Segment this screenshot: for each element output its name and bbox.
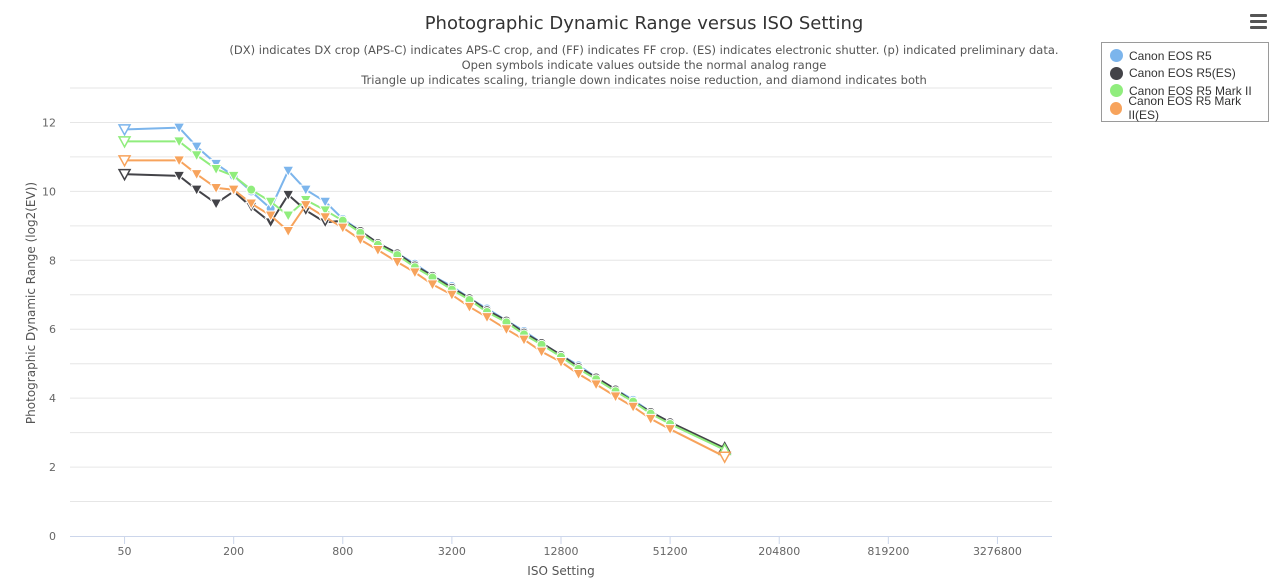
data-point[interactable] <box>117 155 132 168</box>
legend-item-canon-eos-r5[interactable]: Canon EOS R5 <box>1110 47 1268 65</box>
legend-marker-icon <box>1110 49 1123 63</box>
legend-marker-icon <box>1110 101 1123 115</box>
x-tick-label: 3276800 <box>973 545 1022 558</box>
legend-item-canon-eos-r5-mark-ii-es[interactable]: Canon EOS R5 Mark II(ES) <box>1110 94 1268 122</box>
chart-subtitle-line-1: (DX) indicates DX crop (APS-C) indicates… <box>229 43 1058 57</box>
data-point[interactable] <box>172 122 186 135</box>
x-tick-label: 12800 <box>544 545 579 558</box>
data-point[interactable] <box>663 424 677 436</box>
y-tick-label: 8 <box>49 254 56 267</box>
data-point[interactable] <box>463 301 476 314</box>
data-point[interactable] <box>445 289 459 302</box>
data-point[interactable] <box>172 170 186 183</box>
y-tick-label: 2 <box>49 461 56 474</box>
x-tick-label: 3200 <box>438 545 466 558</box>
y-tick-label: 4 <box>49 392 56 405</box>
data-point[interactable] <box>172 155 186 167</box>
data-point[interactable] <box>390 257 404 269</box>
data-point[interactable] <box>353 234 367 247</box>
data-point[interactable] <box>626 401 640 414</box>
hamburger-menu-icon <box>1248 14 1270 29</box>
legend: Canon EOS R5 Canon EOS R5(ES) Canon EOS … <box>1101 42 1269 122</box>
data-point[interactable] <box>209 163 223 176</box>
x-tick-label: 204800 <box>758 545 800 558</box>
data-point[interactable] <box>190 150 204 162</box>
data-point[interactable] <box>281 210 295 223</box>
data-point[interactable] <box>264 196 278 209</box>
legend-label: Canon EOS R5(ES) <box>1129 66 1236 81</box>
data-point[interactable] <box>227 184 241 197</box>
legend-label: Canon EOS R5 <box>1129 48 1212 63</box>
chart-menu-button[interactable] <box>1248 14 1270 36</box>
chart-title: Photographic Dynamic Range versus ISO Se… <box>425 13 864 34</box>
chart-subtitle-line-3: Triangle up indicates scaling, triangle … <box>360 73 927 87</box>
data-point[interactable] <box>227 170 241 183</box>
data-point[interactable] <box>480 312 494 324</box>
data-point[interactable] <box>244 198 258 210</box>
data-point[interactable] <box>517 334 531 347</box>
data-point[interactable] <box>117 168 132 182</box>
legend-label: Canon EOS R5 Mark II <box>1129 83 1252 98</box>
data-point[interactable] <box>299 200 313 212</box>
legend-item-canon-eos-r5-mark-ii[interactable]: Canon EOS R5 Mark II <box>1110 82 1268 100</box>
data-point[interactable] <box>500 324 513 336</box>
y-tick-label: 10 <box>42 185 56 198</box>
data-point[interactable] <box>281 165 295 178</box>
x-tick-label: 200 <box>223 545 244 558</box>
data-point[interactable] <box>172 136 186 148</box>
data-point[interactable] <box>117 136 132 149</box>
data-point[interactable] <box>281 226 295 238</box>
legend-item-canon-eos-r5-es[interactable]: Canon EOS R5(ES) <box>1110 65 1268 83</box>
data-point[interactable] <box>299 184 313 197</box>
series-3[interactable] <box>117 155 732 464</box>
data-point[interactable] <box>554 356 568 369</box>
data-point[interactable] <box>190 184 204 197</box>
x-tick-label: 50 <box>118 545 132 558</box>
x-axis-title: ISO Setting <box>527 564 594 578</box>
chart-subtitle-line-2: Open symbols indicate values outside the… <box>462 58 827 72</box>
series-layer[interactable] <box>117 122 732 464</box>
legend-marker-icon <box>1110 84 1123 98</box>
data-point[interactable] <box>318 212 332 224</box>
data-point[interactable] <box>609 391 622 403</box>
data-point[interactable] <box>408 267 422 279</box>
data-point[interactable] <box>318 205 332 217</box>
data-point[interactable] <box>572 369 585 381</box>
data-point[interactable] <box>336 222 350 235</box>
data-point[interactable] <box>190 141 204 154</box>
data-point[interactable] <box>190 169 204 181</box>
x-tick-label: 800 <box>332 545 353 558</box>
data-point[interactable] <box>281 189 295 202</box>
x-tick-label: 819200 <box>867 545 909 558</box>
data-point[interactable] <box>426 279 439 291</box>
x-tick-label: 51200 <box>653 545 688 558</box>
grid-layer <box>70 87 1052 503</box>
axis-layer: 0 2 4 6 8 10 12 50 200 800 3200 12800 51200 204800 819… <box>42 116 1052 558</box>
y-tick-label: 6 <box>49 323 56 336</box>
data-point[interactable] <box>535 346 548 359</box>
y-axis-title: Photographic Dynamic Range (log2(EV)) <box>24 182 38 424</box>
data-point[interactable] <box>717 451 732 464</box>
data-point[interactable] <box>644 413 658 426</box>
legend-marker-icon <box>1110 66 1123 80</box>
data-point[interactable] <box>209 182 223 195</box>
data-point[interactable] <box>589 379 603 391</box>
data-point[interactable] <box>318 196 332 209</box>
y-tick-label: 0 <box>49 530 56 543</box>
legend-label: Canon EOS R5 Mark II(ES) <box>1128 94 1242 123</box>
data-point[interactable] <box>371 244 385 257</box>
data-point[interactable] <box>246 184 257 195</box>
y-tick-label: 12 <box>42 116 56 129</box>
data-point[interactable] <box>264 210 278 223</box>
data-point[interactable] <box>209 198 223 210</box>
data-point[interactable] <box>117 124 132 137</box>
